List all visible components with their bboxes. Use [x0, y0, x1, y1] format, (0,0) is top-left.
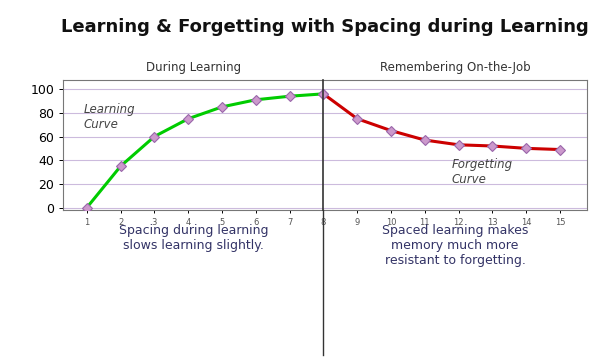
Text: Remembering On-the-Job: Remembering On-the-Job: [380, 62, 530, 75]
Text: Forgetting
Curve: Forgetting Curve: [452, 158, 513, 186]
Text: Learning & Forgetting with Spacing during Learning: Learning & Forgetting with Spacing durin…: [61, 18, 589, 36]
Text: Learning
Curve: Learning Curve: [84, 103, 135, 131]
Text: During Learning: During Learning: [146, 62, 241, 75]
Text: Spacing during learning
slows learning slightly.: Spacing during learning slows learning s…: [119, 224, 268, 252]
Text: Spaced learning makes
memory much more
resistant to forgetting.: Spaced learning makes memory much more r…: [382, 224, 529, 268]
